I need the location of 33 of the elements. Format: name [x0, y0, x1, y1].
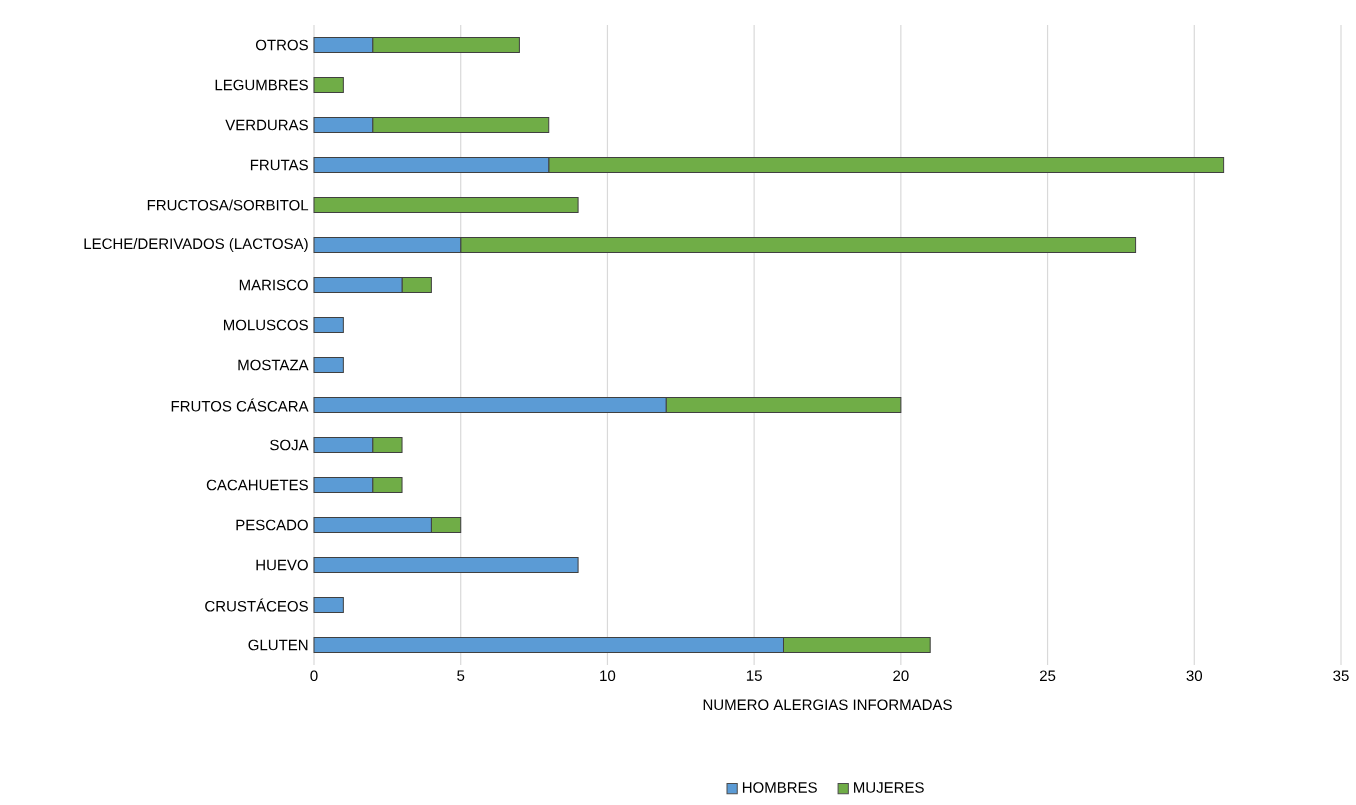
y-tick-label: OTROS: [255, 39, 308, 51]
x-tick-label: 25: [1039, 670, 1056, 682]
x-tick-label: 35: [1333, 670, 1349, 682]
y-tick-label: CACAHUETES: [206, 479, 308, 491]
y-tick-label: MOSTAZA: [238, 359, 309, 371]
y-tick-label: SOJA: [270, 439, 309, 451]
bar: [313, 76, 344, 94]
x-tick-label: 5: [457, 670, 465, 681]
x-tick-label: 30: [1186, 670, 1203, 682]
x-tick-label: 0: [310, 670, 318, 682]
y-tick-label: GLUTEN: [248, 639, 308, 651]
y-tick-label: LECHE/DERIVADOS (LACTOSA): [84, 238, 308, 252]
y-tick-label: MOLUSCOS: [223, 319, 308, 331]
y-tick-label: FRUTAS: [250, 159, 308, 171]
y-tick-label: LEGUMBRES: [215, 79, 308, 91]
y-tick-label: PESCADO: [236, 519, 308, 531]
x-tick-label: 15: [746, 670, 762, 681]
y-tick-label: FRUCTOSA/SORBITOL: [147, 199, 309, 211]
bar: [313, 196, 579, 214]
legend-label: HOMBRES: [742, 782, 817, 793]
y-tick-label: FRUTOS CÁSCARA: [171, 398, 309, 412]
legend-label: MUJERES: [854, 782, 924, 793]
y-tick-label: MARISCO: [239, 279, 308, 291]
y-tick-label: CRUSTÁCEOS: [205, 598, 308, 612]
x-tick-label: 20: [893, 670, 909, 682]
y-tick-label: VERDURAS: [225, 119, 308, 131]
bar: [313, 556, 579, 574]
y-tick-label: HUEVO: [256, 559, 308, 571]
x-axis-title: NUMERO ALERGIAS INFORMADAS: [703, 699, 952, 711]
x-tick-label: 10: [600, 670, 616, 682]
bar: [313, 356, 344, 374]
bar: [313, 596, 344, 614]
bar: [313, 316, 344, 334]
